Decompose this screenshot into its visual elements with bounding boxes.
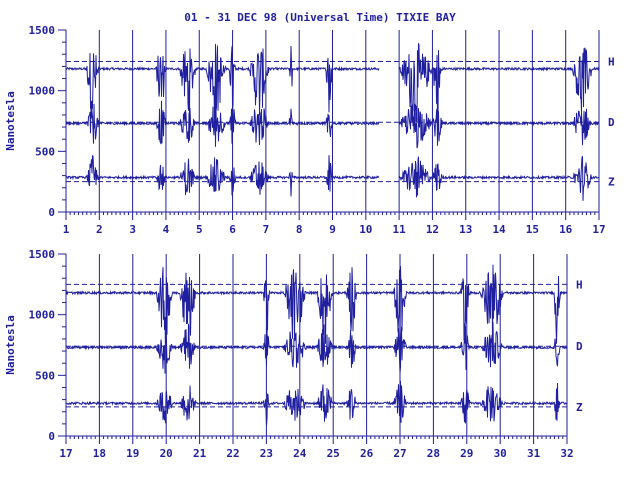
- bottom-panel: 17 18 19 20 21 22 23 24 25 26 27 28 29 30 31 32 0 500 1000…: [29, 248, 584, 460]
- x-tick-label: 29: [460, 447, 473, 460]
- x-tick-label: 6: [229, 223, 236, 236]
- y-axis-label-bottom: Nanotesla: [4, 315, 17, 375]
- x-tick-label: 10: [359, 223, 372, 236]
- y-tick-label: 1500: [29, 248, 56, 261]
- y-axis-label-top: Nanotesla: [4, 91, 17, 151]
- x-tick-label: 28: [427, 447, 440, 460]
- x-tick-label: 26: [360, 447, 374, 460]
- trace-D: [65, 322, 568, 374]
- trace-H: [65, 264, 568, 349]
- x-tick-label: 17: [59, 447, 72, 460]
- y-tick-label: 1500: [29, 24, 56, 37]
- x-tick-label: 2: [96, 223, 103, 236]
- x-tick-label: 8: [296, 223, 303, 236]
- x-tick-label: 31: [527, 447, 541, 460]
- component-label-H: H: [576, 278, 583, 291]
- component-label-D: D: [576, 340, 583, 353]
- x-tick-label: 24: [293, 447, 307, 460]
- x-tick-label: 23: [260, 447, 273, 460]
- x-tick-label: 11: [393, 223, 407, 236]
- x-tick-label: 27: [393, 447, 406, 460]
- x-tick-label: 16: [559, 223, 573, 236]
- x-tick-label: 1: [63, 223, 70, 236]
- y-tick-label: 1000: [29, 309, 56, 322]
- x-tick-label: 14: [492, 223, 506, 236]
- x-tick-label: 12: [426, 223, 439, 236]
- x-tick-label: 19: [126, 447, 139, 460]
- x-tick-label: 21: [193, 447, 207, 460]
- x-tick-label: 20: [160, 447, 173, 460]
- component-label-H: H: [608, 56, 615, 69]
- y-tick-label: 500: [35, 145, 55, 158]
- x-tick-label: 22: [226, 447, 239, 460]
- trace-Z: [65, 380, 568, 426]
- x-tick-label: 9: [329, 223, 336, 236]
- chart-title: 01 - 31 DEC 98 (Universal Time) TIXIE BA…: [184, 11, 456, 24]
- y-tick-label: 0: [48, 430, 55, 443]
- x-tick-label: 17: [592, 223, 605, 236]
- x-tick-label: 13: [459, 223, 472, 236]
- x-tick-label: 7: [263, 223, 270, 236]
- x-tick-label: 15: [526, 223, 539, 236]
- y-tick-label: 0: [48, 206, 55, 219]
- trace-D: [65, 100, 600, 149]
- x-tick-label: 18: [93, 447, 106, 460]
- trace-H: [65, 43, 600, 127]
- component-label-Z: Z: [576, 401, 583, 414]
- x-tick-label: 3: [129, 223, 136, 236]
- y-tick-label: 500: [35, 369, 55, 382]
- component-label-D: D: [608, 116, 615, 129]
- y-tick-label: 1000: [29, 85, 56, 98]
- component-label-Z: Z: [608, 176, 615, 189]
- x-tick-label: 4: [163, 223, 170, 236]
- trace-Z: [65, 155, 600, 201]
- x-tick-label: 25: [327, 447, 340, 460]
- x-tick-label: 32: [560, 447, 573, 460]
- x-tick-label: 5: [196, 223, 203, 236]
- x-tick-label: 30: [494, 447, 507, 460]
